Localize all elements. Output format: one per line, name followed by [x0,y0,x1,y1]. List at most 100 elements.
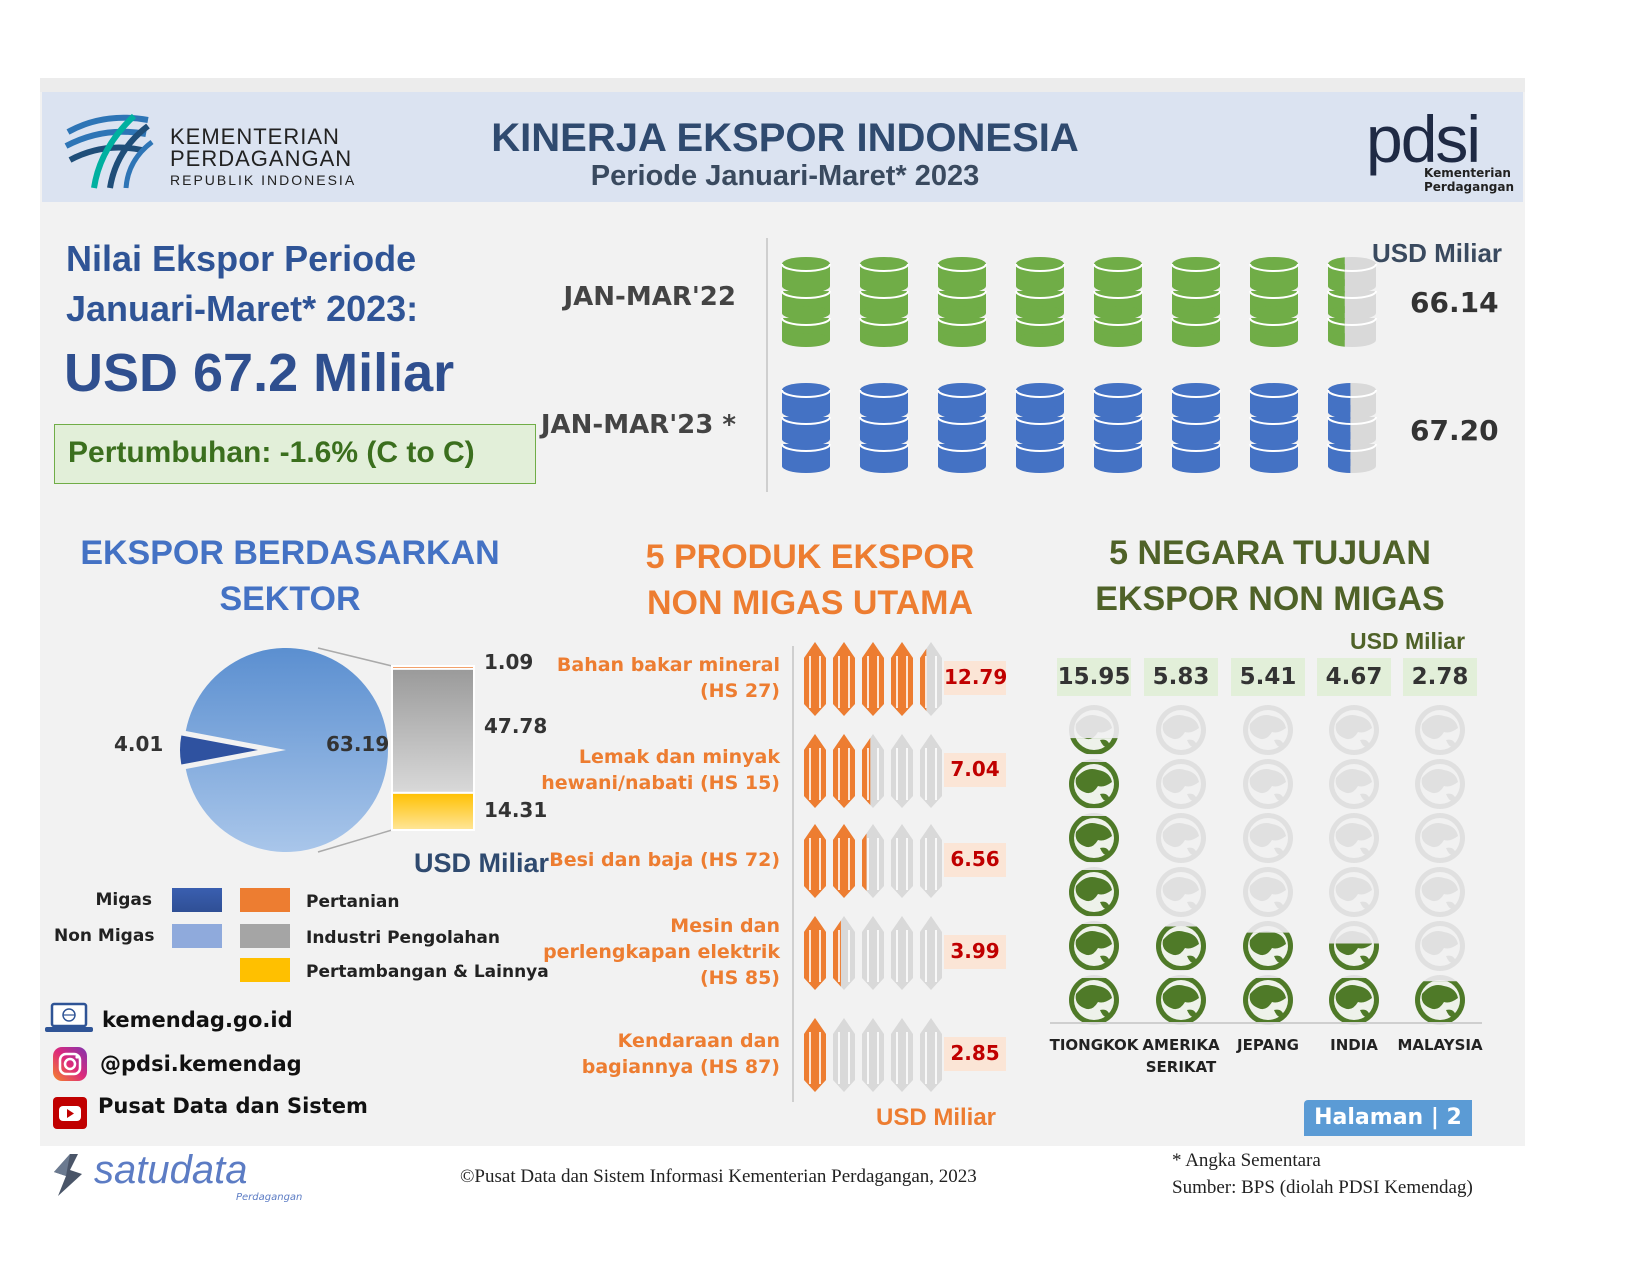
products-axis-line [792,646,794,1102]
footnote-source: Sumber: BPS (diolah PDSI Kemendag) [1172,1177,1473,1198]
top-strip [40,78,1525,92]
globe-icon [1156,867,1206,917]
globe-icon [1243,921,1293,971]
database-icon [781,257,831,347]
legend-label-migas: Migas [95,890,152,910]
stack-segment-pertambangan [391,791,475,831]
product-icon [891,916,913,990]
globe-icon [1415,813,1465,863]
pie-label-migas: 4.01 [114,732,164,756]
product-icon [804,734,826,808]
page-subtitle: Periode Januari-Maret* 2023 [590,160,980,192]
product-label: Bahan bakar mineral [556,654,780,676]
legend-swatch-industri [240,924,290,948]
database-icon [1093,257,1143,347]
sector-title-line1: EKSPOR BERDASARKAN [80,534,500,572]
comparison-value-2022: 66.14 [1410,286,1499,319]
product-icon [833,824,855,898]
country-name: AMERIKA [1142,1036,1220,1054]
legend-swatch-migas [172,888,222,912]
youtube-icon[interactable] [52,1096,88,1130]
header-band [42,92,1523,202]
pie-slice-nonmigas [185,648,388,852]
country-value-box [1144,658,1218,696]
stack-label-pertambangan: 14.31 [484,798,548,822]
product-icon [920,824,942,898]
country-name: JEPANG [1237,1036,1299,1054]
comparison-unit: USD Miliar [1372,238,1503,268]
globe-icon [1415,759,1465,809]
legend-label-pertanian: Pertanian [306,892,400,912]
products-title-line2: NON MIGAS UTAMA [646,584,974,622]
instagram-handle[interactable]: @pdsi.kemendag [100,1052,302,1076]
globe-icon [1156,705,1206,755]
product-icon [891,642,913,716]
countries-title-line1: 5 NEGARA TUJUAN [1109,534,1431,572]
growth-box [54,424,536,484]
footnote-provisional: * Angka Sementara [1172,1150,1321,1171]
stack-label-pertanian: 1.09 [484,650,534,674]
globe-icon [1243,813,1293,863]
globe-icon [1243,867,1293,917]
globe-icon [1329,813,1379,863]
legend-swatch-pertambangan [240,958,290,982]
product-icon [891,1018,913,1092]
ministry-name-line3: REPUBLIK INDONESIA [170,172,357,188]
product-label: hewani/nabati (HS 15) [541,772,780,794]
database-icon [859,257,909,347]
globe-icon [1156,813,1206,863]
satudata-logo-icon [54,1154,82,1196]
globe-icon [1329,759,1379,809]
website-link[interactable]: kemendag.go.id [102,1008,293,1032]
product-icon [920,1018,942,1092]
summary-line1: Nilai Ekspor Periode [66,238,417,279]
product-label: Lemak dan minyak [578,746,780,768]
product-icon [833,1018,855,1092]
product-icon [862,916,884,990]
database-icon [1249,383,1299,473]
product-value-box [944,661,1006,695]
database-icon [1093,383,1143,473]
product-icon [862,1018,884,1092]
globe-icon [1329,867,1379,917]
globe-icon [1069,867,1119,917]
globe-icon [1069,705,1119,755]
database-icon [1015,257,1065,347]
product-icon [833,642,855,716]
ministry-logo-icon [64,113,154,189]
product-value: 7.04 [950,757,1000,781]
globe-icon [1329,975,1379,1025]
product-icon [804,916,826,990]
summary-total-value: USD 67.2 Miliar [64,343,455,403]
summary-line2: Januari-Maret* 2023: [66,288,419,329]
product-icon [891,734,913,808]
country-value: 4.67 [1325,664,1383,690]
page-badge [1304,1100,1472,1136]
product-icon [804,1018,826,1092]
database-icon [1327,257,1377,347]
globe-icon [1156,759,1206,809]
legend-swatch-nonmigas [172,924,222,948]
youtube-channel[interactable]: Pusat Data dan Sistem [98,1094,368,1118]
countries-title-line2: EKSPOR NON MIGAS [1095,580,1445,618]
country-value: 5.83 [1152,664,1210,690]
comparison-label-2022: JAN-MAR'22 [563,282,736,312]
database-icon [937,257,987,347]
country-value: 2.78 [1411,664,1469,690]
sector-unit: USD Miliar [414,848,550,878]
country-value-box [1403,658,1477,696]
pie-slice-migas [180,735,258,765]
pdsi-logo-sub1: Kementerian [1424,166,1511,180]
laptop-icon [45,1002,93,1032]
globe-icon [1069,975,1119,1025]
pdsi-logo: pdsi [1366,102,1481,176]
globe-icon [1329,921,1379,971]
product-icon [862,734,884,808]
satudata-logo-sub: Perdagangan [236,1192,303,1203]
instagram-icon[interactable] [52,1046,88,1082]
globe-icon [1069,813,1119,863]
legend-swatch-pertanian [240,888,290,912]
